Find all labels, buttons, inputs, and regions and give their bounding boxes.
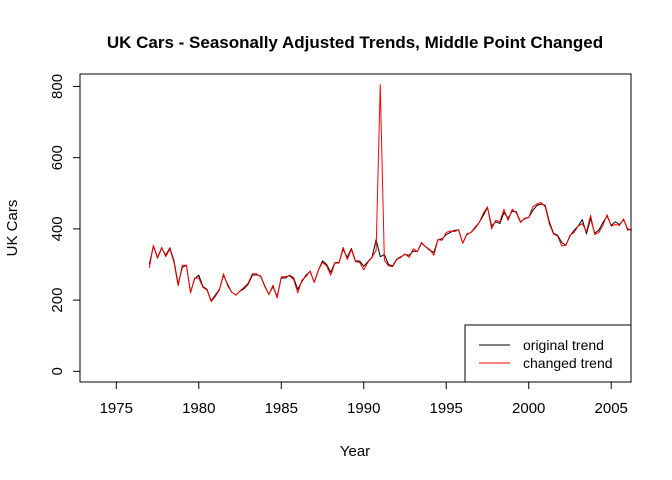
y-tick-label: 200: [49, 288, 66, 313]
legend-box: [464, 324, 632, 383]
legend-label-original-trend: original trend: [523, 337, 604, 353]
x-tick-label: 1975: [100, 400, 133, 417]
chart-title: UK Cars - Seasonally Adjusted Trends, Mi…: [107, 33, 603, 52]
series-layer: [148, 84, 633, 303]
y-tick-label: 800: [49, 74, 66, 99]
x-tick-label: 2005: [595, 400, 628, 417]
x-tick-label: 2000: [512, 400, 545, 417]
x-tick-label: 1990: [347, 400, 380, 417]
y-axis-label: UK Cars: [4, 200, 21, 257]
series-line-original-trend: [148, 203, 632, 302]
y-tick-label: 600: [49, 145, 66, 170]
x-axis-label: Year: [340, 443, 370, 460]
x-tick-label: 1985: [265, 400, 298, 417]
x-tick-label: 1980: [182, 400, 215, 417]
legend-label-changed-trend: changed trend: [523, 355, 613, 371]
y-tick-label: 0: [49, 367, 66, 375]
x-axis: 1975 1980 1985 1990 1995 2000 2005: [100, 381, 628, 417]
legend: original trend changed trend: [464, 324, 632, 383]
series-line-changed-trend: [148, 84, 633, 303]
x-tick-label: 1995: [430, 400, 463, 417]
y-tick-label: 400: [49, 216, 66, 241]
y-axis: 0 200 400 600 800: [49, 74, 81, 375]
